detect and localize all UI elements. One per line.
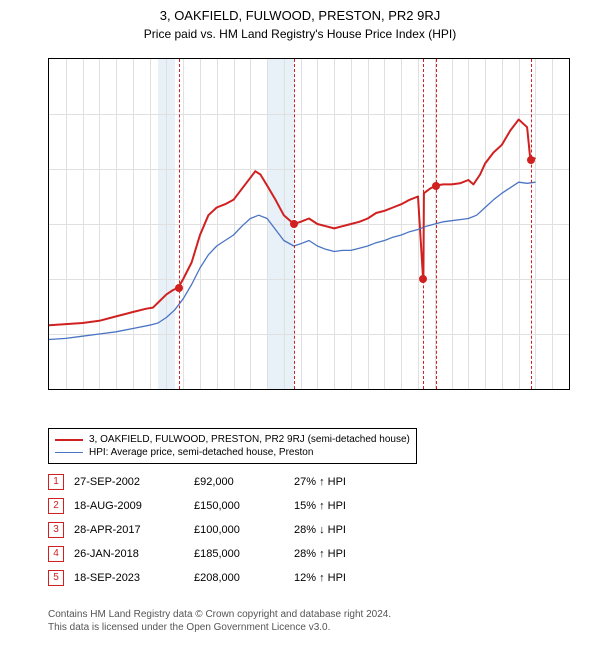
event-number-box: 4 xyxy=(48,546,64,562)
legend-swatch xyxy=(55,452,83,453)
table-row: 2 18-AUG-2009 £150,000 15% ↑ HPI xyxy=(48,494,414,518)
chart-subtitle: Price paid vs. HM Land Registry's House … xyxy=(0,23,600,45)
x-tick-label: 1996 xyxy=(59,389,73,390)
x-tick-label: 2018 xyxy=(428,389,442,390)
x-tick-label: 2000 xyxy=(126,389,140,390)
table-row: 4 26-JAN-2018 £185,000 28% ↑ HPI xyxy=(48,542,414,566)
series-hpi xyxy=(49,182,536,339)
legend-label: HPI: Average price, semi-detached house,… xyxy=(89,447,313,458)
event-number-box: 3 xyxy=(48,522,64,538)
x-tick-label: 2008 xyxy=(260,389,274,390)
table-row: 5 18-SEP-2023 £208,000 12% ↑ HPI xyxy=(48,566,414,590)
event-price: £92,000 xyxy=(194,476,284,488)
x-tick-label: 2021 xyxy=(478,389,492,390)
event-pct: 12% ↑ HPI xyxy=(294,572,414,584)
event-line-1 xyxy=(179,59,180,389)
x-tick-label: 2010 xyxy=(294,389,308,390)
event-dot-5 xyxy=(527,156,535,164)
x-tick-label: 2011 xyxy=(310,389,324,390)
event-pct: 28% ↓ HPI xyxy=(294,524,414,536)
x-tick-label: 2004 xyxy=(193,389,207,390)
event-dot-1 xyxy=(175,284,183,292)
legend-item-hpi: HPI: Average price, semi-detached house,… xyxy=(55,446,410,459)
x-tick-label: 2026 xyxy=(562,389,570,390)
event-pct: 27% ↑ HPI xyxy=(294,476,414,488)
x-tick-label: 2005 xyxy=(210,389,224,390)
x-tick-label: 2006 xyxy=(227,389,241,390)
event-number-box: 1 xyxy=(48,474,64,490)
footer-attribution: Contains HM Land Registry data © Crown c… xyxy=(48,608,391,634)
legend-label: 3, OAKFIELD, FULWOOD, PRESTON, PR2 9RJ (… xyxy=(89,434,410,445)
chart-title: 3, OAKFIELD, FULWOOD, PRESTON, PR2 9RJ xyxy=(0,0,600,23)
x-tick-label: 2025 xyxy=(545,389,559,390)
table-row: 1 27-SEP-2002 £92,000 27% ↑ HPI xyxy=(48,470,414,494)
event-line-3 xyxy=(423,59,424,389)
footer-line-1: Contains HM Land Registry data © Crown c… xyxy=(48,608,391,621)
event-date: 28-APR-2017 xyxy=(74,524,184,536)
events-table: 1 27-SEP-2002 £92,000 27% ↑ HPI 2 18-AUG-2009… xyxy=(48,470,414,590)
legend-swatch xyxy=(55,439,83,441)
x-tick-label: 2015 xyxy=(377,389,391,390)
x-tick-label: 2002 xyxy=(159,389,173,390)
x-tick-label: 1999 xyxy=(109,389,123,390)
x-tick-label: 2017 xyxy=(411,389,425,390)
x-tick-label: 2001 xyxy=(143,389,157,390)
event-number-box: 2 xyxy=(48,498,64,514)
legend-item-property: 3, OAKFIELD, FULWOOD, PRESTON, PR2 9RJ (… xyxy=(55,433,410,446)
x-tick-label: 2019 xyxy=(445,389,459,390)
event-pct: 15% ↑ HPI xyxy=(294,500,414,512)
event-price: £185,000 xyxy=(194,548,284,560)
x-tick-label: 1995 xyxy=(48,389,56,390)
x-tick-label: 2020 xyxy=(461,389,475,390)
event-pct: 28% ↑ HPI xyxy=(294,548,414,560)
x-tick-label: 2022 xyxy=(495,389,509,390)
event-dot-4 xyxy=(432,182,440,190)
x-tick-label: 2009 xyxy=(277,389,291,390)
event-price: £150,000 xyxy=(194,500,284,512)
chart-legend: 3, OAKFIELD, FULWOOD, PRESTON, PR2 9RJ (… xyxy=(48,428,417,464)
event-line-4 xyxy=(436,59,437,389)
x-tick-label: 1998 xyxy=(92,389,106,390)
event-date: 18-SEP-2023 xyxy=(74,572,184,584)
x-tick-label: 2013 xyxy=(344,389,358,390)
x-tick-label: 2023 xyxy=(512,389,526,390)
event-price: £208,000 xyxy=(194,572,284,584)
chart-plot-area: £0£50K£100K£150K£200K£250K£300K199519961… xyxy=(48,58,570,390)
event-date: 26-JAN-2018 xyxy=(74,548,184,560)
table-row: 3 28-APR-2017 £100,000 28% ↓ HPI xyxy=(48,518,414,542)
event-date: 27-SEP-2002 xyxy=(74,476,184,488)
event-date: 18-AUG-2009 xyxy=(74,500,184,512)
event-price: £100,000 xyxy=(194,524,284,536)
footer-line-2: This data is licensed under the Open Gov… xyxy=(48,621,391,634)
x-tick-label: 2003 xyxy=(176,389,190,390)
x-tick-label: 2014 xyxy=(361,389,375,390)
event-number-box: 5 xyxy=(48,570,64,586)
event-line-5 xyxy=(531,59,532,389)
chart-lines xyxy=(49,59,569,389)
x-tick-label: 2016 xyxy=(394,389,408,390)
x-tick-label: 2012 xyxy=(327,389,341,390)
x-tick-label: 2024 xyxy=(528,389,542,390)
x-tick-label: 1997 xyxy=(76,389,90,390)
x-tick-label: 2007 xyxy=(243,389,257,390)
